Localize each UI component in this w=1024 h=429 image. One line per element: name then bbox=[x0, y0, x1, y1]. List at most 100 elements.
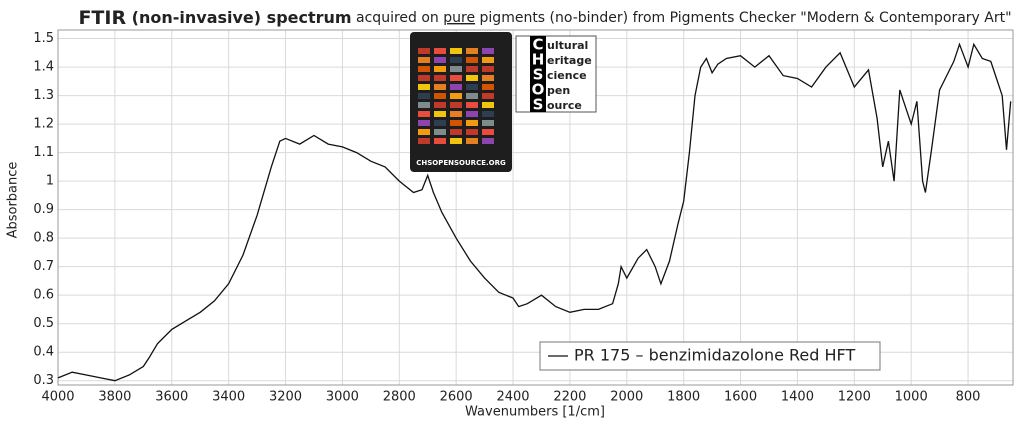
checker-swatch bbox=[450, 75, 462, 81]
x-tick-label: 1000 bbox=[895, 390, 928, 405]
checker-swatch bbox=[450, 84, 462, 90]
checker-swatch bbox=[450, 129, 462, 135]
logo-word: ource bbox=[547, 99, 582, 112]
x-tick-label: 2800 bbox=[383, 390, 416, 405]
logo-box bbox=[515, 35, 597, 113]
y-tick-label: 0.9 bbox=[33, 202, 54, 217]
checker-swatch bbox=[450, 111, 462, 117]
checker-swatch bbox=[450, 120, 462, 126]
legend-box bbox=[539, 341, 881, 371]
checker-swatch bbox=[482, 75, 494, 81]
x-tick-label: 1800 bbox=[667, 390, 700, 405]
logo-word: ultural bbox=[547, 39, 588, 52]
checker-swatch bbox=[418, 75, 430, 81]
x-tick-label: 2400 bbox=[496, 390, 529, 405]
logo-letter: H bbox=[532, 51, 545, 69]
checker-swatch bbox=[450, 66, 462, 72]
checker-swatch bbox=[434, 84, 446, 90]
title-part: (non-invasive) spectrum bbox=[126, 8, 351, 27]
checker-swatch bbox=[418, 129, 430, 135]
checker-swatch bbox=[418, 93, 430, 99]
checker-swatch bbox=[434, 120, 446, 126]
checker-swatch bbox=[482, 120, 494, 126]
legend-label: PR 175 – benzimidazolone Red HFT bbox=[574, 346, 855, 365]
y-tick-label: 1.1 bbox=[33, 145, 54, 160]
logo-bar bbox=[530, 36, 546, 112]
logo-letter: O bbox=[532, 81, 545, 99]
checker-swatch bbox=[418, 66, 430, 72]
checker-swatch bbox=[434, 129, 446, 135]
checker-swatch bbox=[482, 57, 494, 63]
checker-swatch bbox=[450, 102, 462, 108]
x-tick-label: 2200 bbox=[553, 390, 586, 405]
x-tick-label: 3200 bbox=[269, 390, 302, 405]
checker-swatch bbox=[466, 48, 478, 54]
chart-title: FTIR (non-invasive) spectrum acquired on… bbox=[78, 7, 1011, 29]
y-tick-label: 0.3 bbox=[33, 373, 54, 388]
logo-letter: S bbox=[533, 66, 544, 84]
checker-swatch bbox=[466, 84, 478, 90]
x-tick-label: 3000 bbox=[326, 390, 359, 405]
title-part: acquired on bbox=[352, 10, 444, 26]
y-tick-label: 1.5 bbox=[33, 31, 54, 46]
checker-swatch bbox=[418, 102, 430, 108]
plot-frame bbox=[57, 29, 1014, 386]
checker-swatch bbox=[482, 102, 494, 108]
x-axis-label: Wavenumbers [1/cm] bbox=[465, 405, 605, 420]
x-tick-label: 800 bbox=[956, 390, 981, 405]
checker-swatch bbox=[482, 111, 494, 117]
checker-swatch bbox=[450, 93, 462, 99]
checker-swatch bbox=[450, 48, 462, 54]
checker-swatch bbox=[482, 84, 494, 90]
checker-swatch bbox=[450, 138, 462, 144]
checker-swatch bbox=[434, 66, 446, 72]
checker-swatch bbox=[466, 120, 478, 126]
y-tick-label: 1.2 bbox=[33, 117, 54, 132]
y-tick-label: 1.4 bbox=[33, 60, 54, 75]
x-tick-label: 2000 bbox=[610, 390, 643, 405]
x-tick-label: 3800 bbox=[98, 390, 131, 405]
checker-swatch bbox=[482, 48, 494, 54]
logo-letter: C bbox=[532, 36, 543, 54]
title-part: pigments (no-binder) from Pigments Check… bbox=[475, 10, 1011, 26]
title-part: pure bbox=[443, 10, 475, 26]
checker-swatch bbox=[418, 84, 430, 90]
checker-swatch bbox=[482, 93, 494, 99]
y-axis-label: Absorbance bbox=[6, 162, 21, 239]
checker-swatch bbox=[466, 111, 478, 117]
checker-swatch bbox=[466, 129, 478, 135]
checker-swatch bbox=[482, 138, 494, 144]
checker-swatch bbox=[434, 138, 446, 144]
checker-swatch bbox=[466, 57, 478, 63]
checker-swatch bbox=[466, 66, 478, 72]
checker-swatch bbox=[466, 75, 478, 81]
checker-swatch bbox=[434, 93, 446, 99]
y-tick-label: 0.5 bbox=[33, 316, 54, 331]
pigment-checker: CHSOPENSOURCE.ORG bbox=[410, 32, 512, 172]
logo-word: pen bbox=[547, 84, 570, 97]
x-tick-label: 1400 bbox=[781, 390, 814, 405]
checker-swatch bbox=[418, 111, 430, 117]
y-tick-label: 0.4 bbox=[33, 345, 54, 360]
checker-swatch bbox=[482, 66, 494, 72]
checker-swatch bbox=[434, 111, 446, 117]
legend: PR 175 – benzimidazolone Red HFT bbox=[539, 341, 881, 371]
y-tick-label: 1.3 bbox=[33, 88, 54, 103]
checker-swatch bbox=[482, 129, 494, 135]
checker-swatch bbox=[466, 93, 478, 99]
checker-swatch bbox=[450, 57, 462, 63]
x-tick-label: 3400 bbox=[212, 390, 245, 405]
x-tick-label: 1600 bbox=[724, 390, 757, 405]
checker-swatch bbox=[418, 120, 430, 126]
y-tick-label: 0.6 bbox=[33, 288, 54, 303]
title-part: FTIR bbox=[78, 7, 126, 29]
checker-swatch bbox=[418, 48, 430, 54]
checker-caption: CHSOPENSOURCE.ORG bbox=[416, 159, 506, 167]
y-tick-label: 1 bbox=[46, 174, 54, 189]
x-tick-label: 2600 bbox=[440, 390, 473, 405]
checker-swatch bbox=[434, 48, 446, 54]
checker-swatch bbox=[434, 75, 446, 81]
spectrum-line bbox=[57, 42, 1012, 382]
